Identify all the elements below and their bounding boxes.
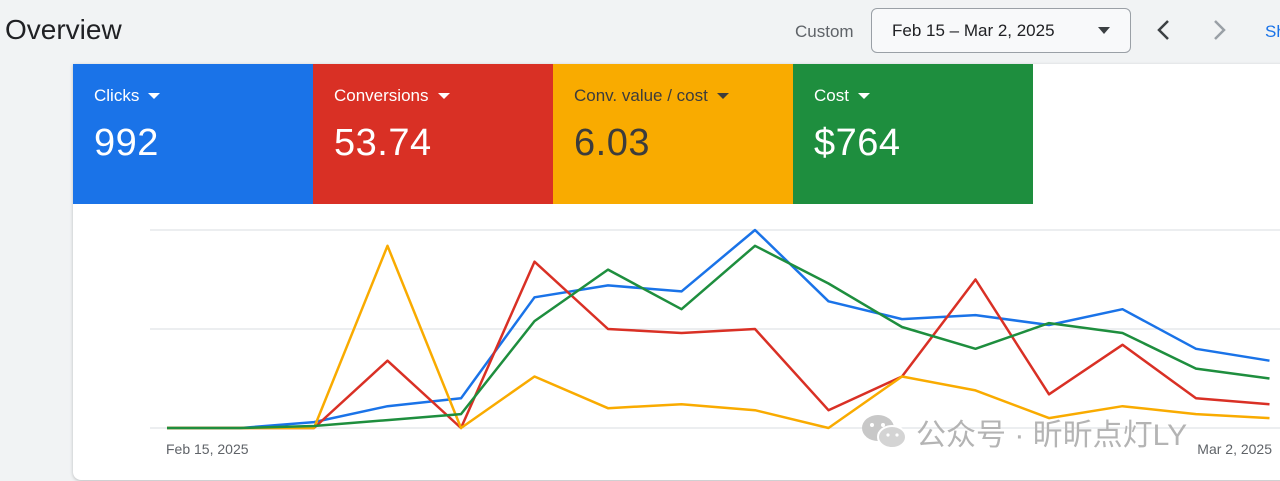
wechat-icon xyxy=(862,415,907,449)
metric-label: Conv. value / cost xyxy=(574,86,708,105)
metric-label: Conversions xyxy=(334,86,429,105)
page-title: Overview xyxy=(5,14,122,45)
show-button[interactable]: Show xyxy=(1265,22,1280,41)
metric-value: 53.74 xyxy=(334,122,432,164)
dropdown-caret-icon xyxy=(1098,27,1110,34)
metric-value: 992 xyxy=(94,122,159,164)
metric-tile-cost[interactable]: Cost $764 xyxy=(793,64,1033,204)
metric-dropdown-icon xyxy=(716,93,729,99)
metric-value: 6.03 xyxy=(574,122,650,164)
series-line-conv-value-cost xyxy=(167,244,1270,430)
metric-dropdown-icon xyxy=(148,93,161,99)
date-range-type-label: Custom xyxy=(795,22,854,41)
date-range-value: Feb 15 – Mar 2, 2025 xyxy=(892,20,1055,40)
metric-label: Cost xyxy=(814,86,849,105)
date-range-picker[interactable]: Feb 15 – Mar 2, 2025 xyxy=(871,8,1131,53)
x-tick-label: Feb 15, 2025 xyxy=(166,441,249,457)
metric-tile-conversions[interactable]: Conversions 53.74 xyxy=(313,64,553,204)
series-line-cost xyxy=(167,244,1270,430)
series-line-clicks xyxy=(167,228,1270,430)
x-tick-label: Mar 2, 2025 xyxy=(1197,441,1272,457)
metric-value: $764 xyxy=(814,122,901,164)
watermark-text: 公众号 · 昕昕点灯LY xyxy=(916,419,1188,452)
metric-dropdown-icon xyxy=(437,93,450,99)
metric-label: Clicks xyxy=(94,86,140,105)
series-line-conversions xyxy=(167,260,1270,430)
next-period-icon[interactable] xyxy=(1203,14,1235,46)
previous-period-icon[interactable] xyxy=(1148,14,1180,46)
metric-dropdown-icon xyxy=(857,93,870,99)
metric-tile-clicks[interactable]: Clicks 992 xyxy=(73,64,313,204)
watermark: 公众号 · 昕昕点灯LY xyxy=(860,410,1187,454)
metric-tile-conv-value-cost[interactable]: Conv. value / cost 6.03 xyxy=(553,64,793,204)
